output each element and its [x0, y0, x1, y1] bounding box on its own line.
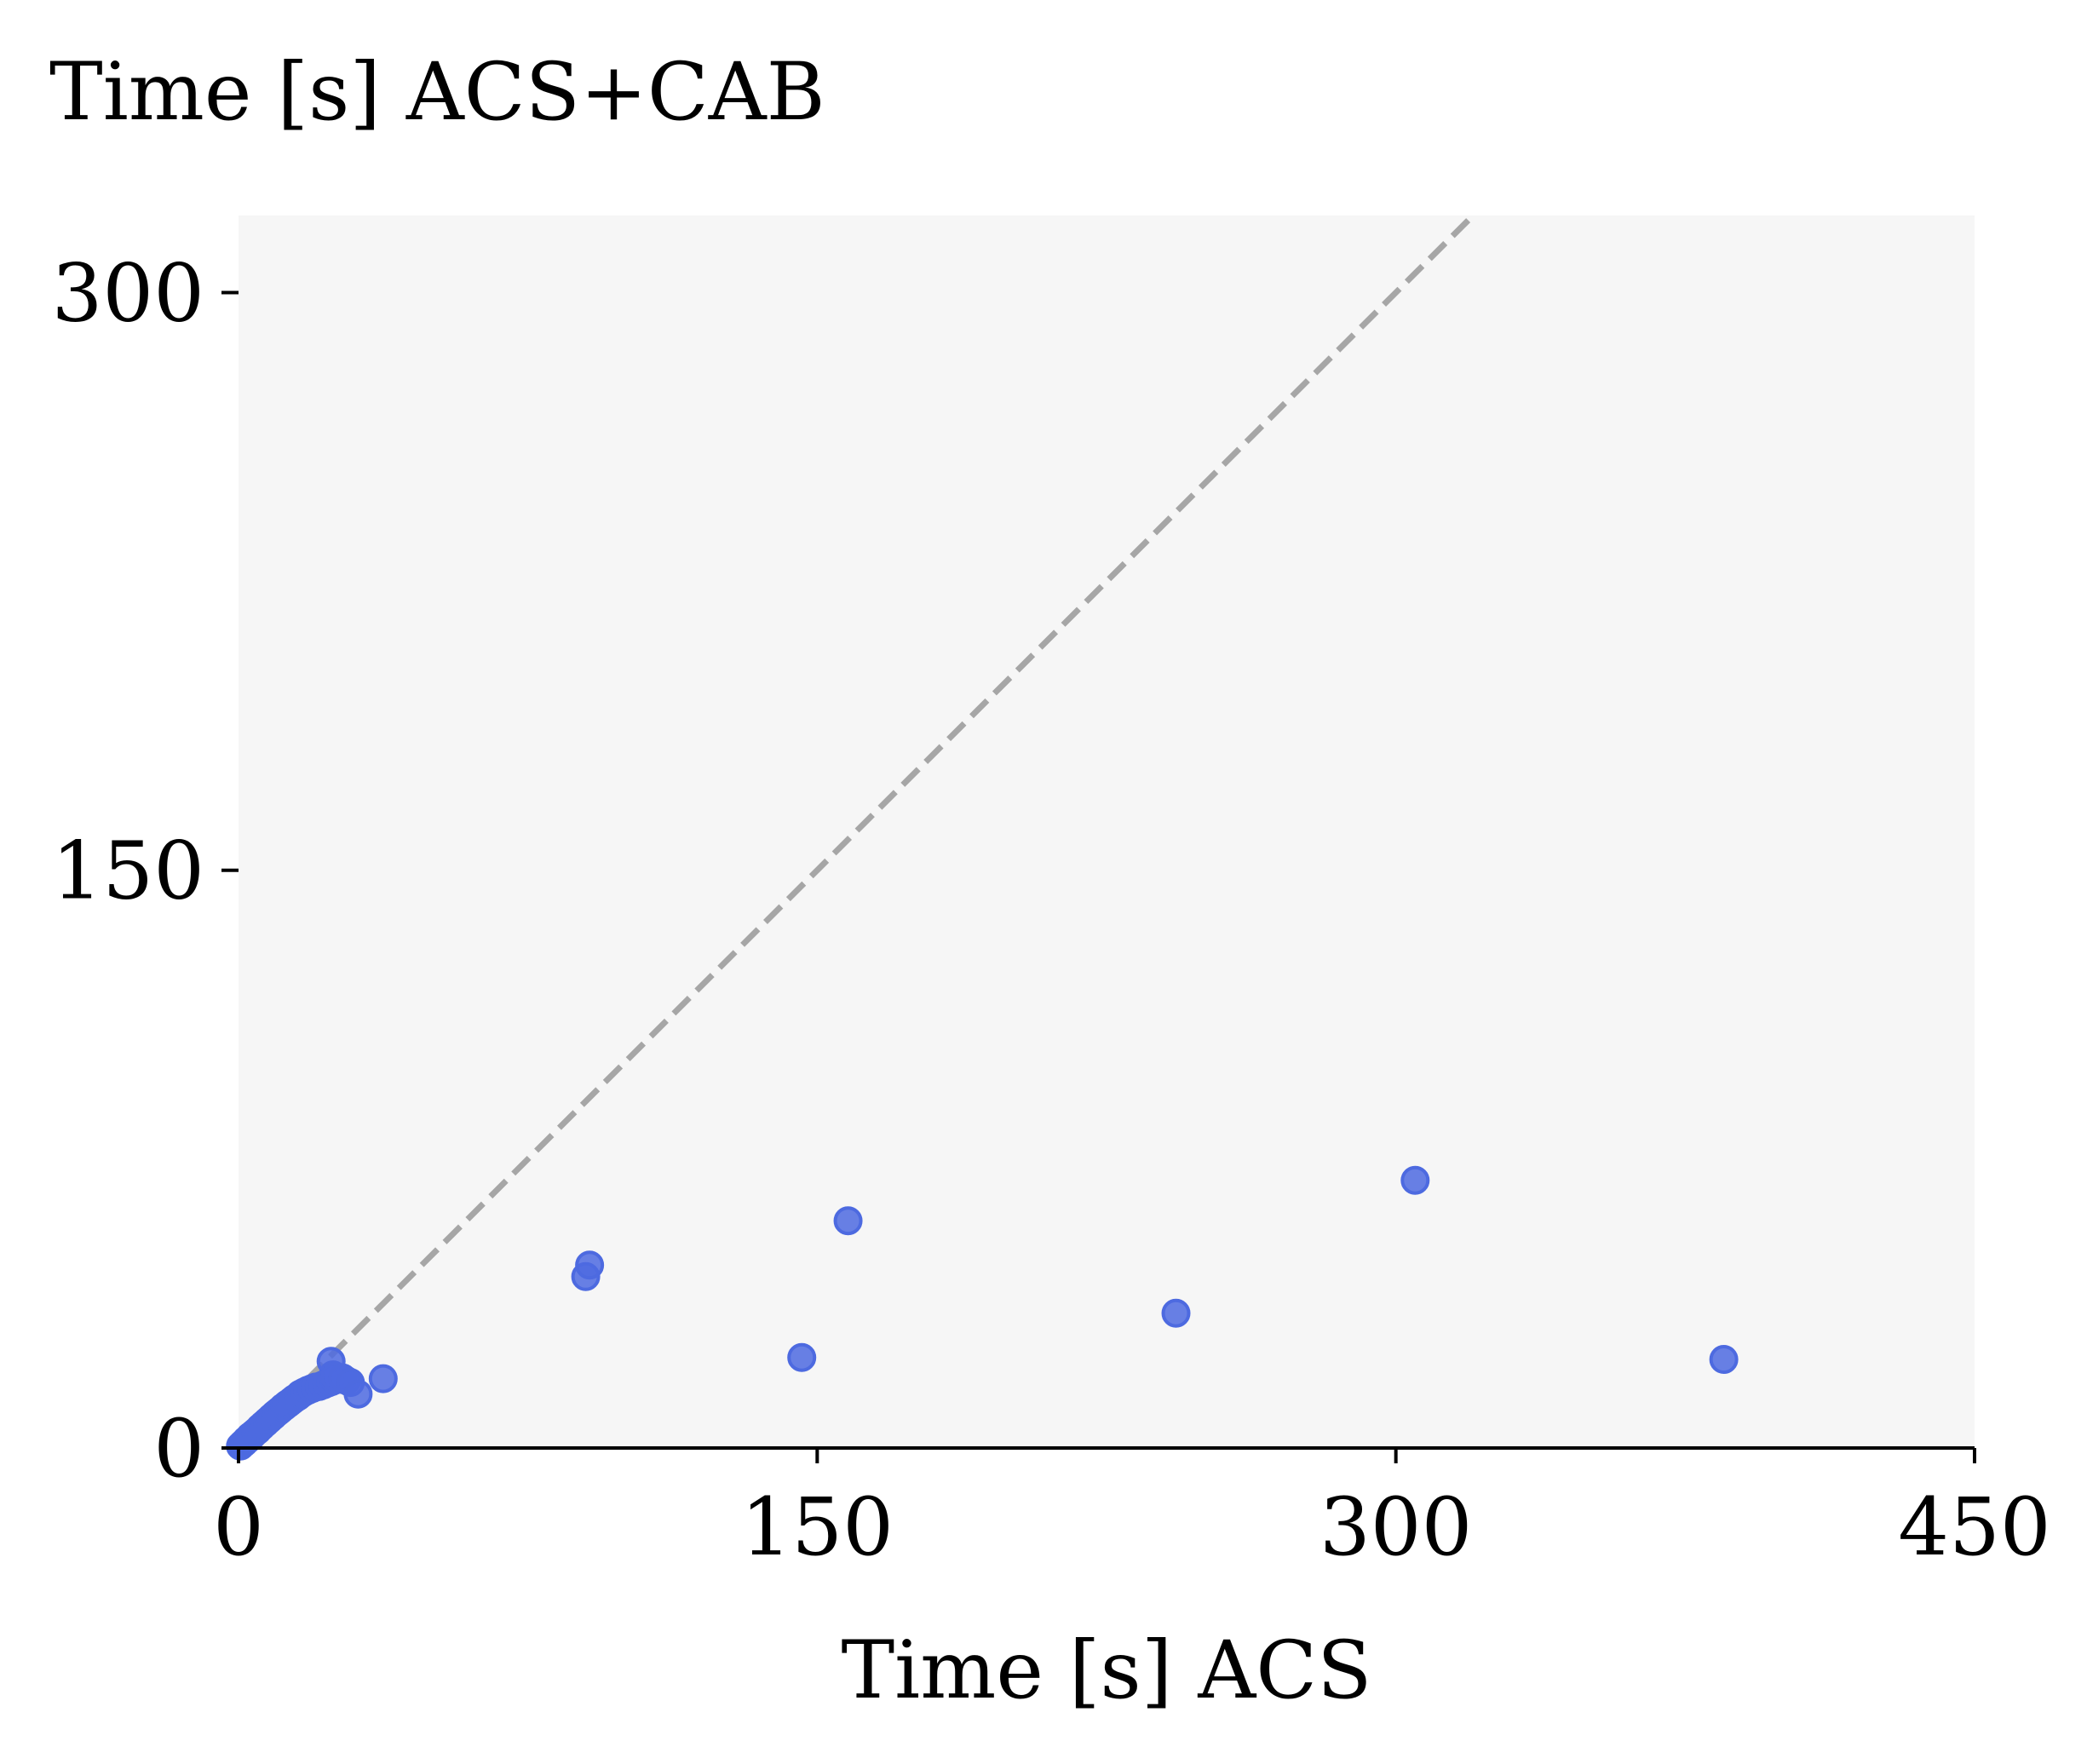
x-tick-label: 150 — [741, 1481, 894, 1574]
data-point — [1400, 1165, 1430, 1195]
data-point — [343, 1379, 373, 1409]
data-point — [575, 1250, 605, 1280]
y-tick-label: 300 — [52, 247, 204, 340]
data-points — [226, 1165, 1739, 1461]
y-axis-ticks: 0 150 300 — [52, 247, 239, 1496]
data-point — [1709, 1344, 1739, 1374]
y-tick-label: 0 — [153, 1403, 204, 1496]
data-point — [833, 1206, 863, 1236]
x-tick-label: 450 — [1898, 1481, 2050, 1574]
x-tick-label: 0 — [213, 1481, 264, 1574]
data-point — [1161, 1298, 1191, 1328]
x-axis-label: Time [s] ACS — [841, 1624, 1371, 1717]
data-point — [787, 1342, 817, 1372]
x-axis-ticks: 0 150 300 450 — [213, 1448, 2051, 1574]
chart-title: Time [s] ACS+CAB — [49, 46, 825, 139]
x-tick-label: 300 — [1319, 1481, 1472, 1574]
y-tick-label: 150 — [52, 825, 204, 918]
plot-area — [239, 215, 1975, 1448]
data-point — [368, 1364, 398, 1393]
